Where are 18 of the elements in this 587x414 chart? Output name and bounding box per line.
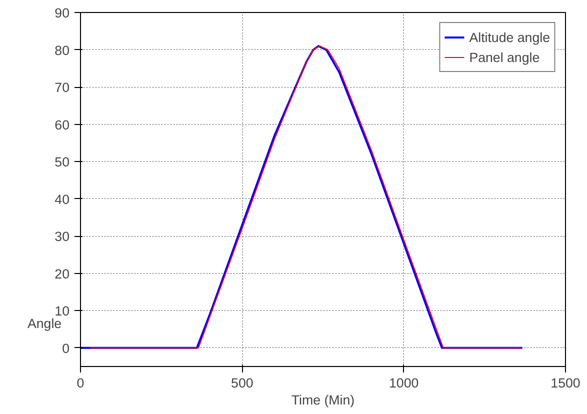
y-tick-label: 10	[54, 304, 70, 319]
y-tick-label: 90	[54, 6, 70, 20]
x-tick-label: 1000	[389, 376, 419, 390]
x-axis-title: Time (Min)	[291, 392, 355, 408]
x-tick-label: 1500	[550, 376, 580, 390]
y-tick-label: 30	[54, 229, 70, 244]
x-tick-label: 0	[76, 376, 84, 390]
y-tick-label: 70	[54, 80, 70, 96]
y-tick-label: 80	[54, 42, 70, 58]
y-tick-label: 40	[54, 192, 70, 207]
legend-label: Panel angle	[469, 50, 540, 64]
y-axis-title: Angle	[28, 316, 62, 332]
legend-label: Altitude angle	[469, 30, 550, 44]
y-tick-label: 20	[54, 266, 70, 282]
y-tick-label: 50	[54, 154, 70, 170]
y-tick-label: 60	[54, 117, 70, 132]
y-tick-label: 0	[62, 340, 70, 356]
x-tick-label: 500	[231, 376, 254, 390]
